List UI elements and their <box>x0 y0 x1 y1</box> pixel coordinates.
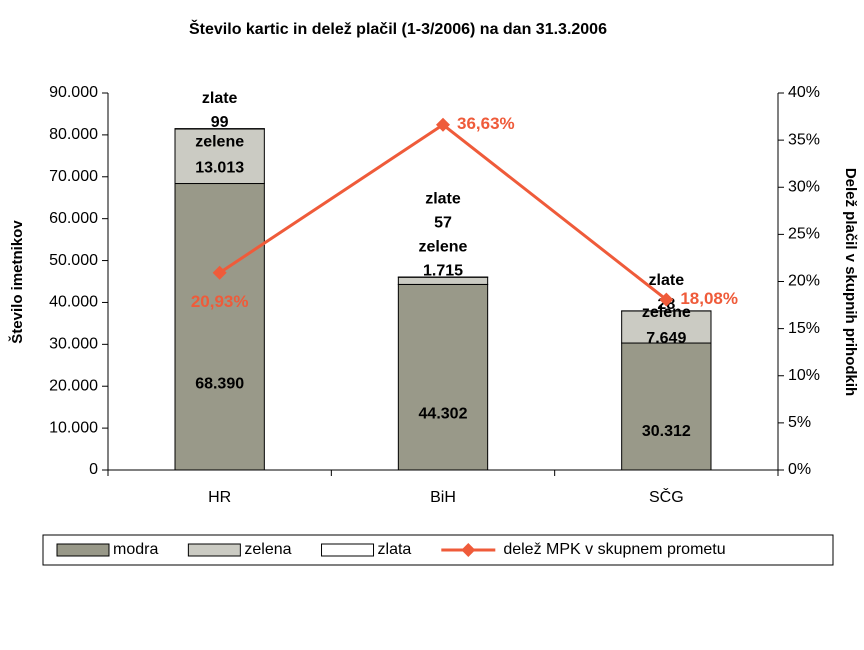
legend-swatch <box>56 543 110 557</box>
y-tick-label: 40.000 <box>49 294 98 311</box>
bar-segment <box>621 310 712 344</box>
y2-tick-label: 40% <box>788 84 820 101</box>
data-label: 7.649 <box>646 330 686 347</box>
y-axis-title: Število imetnikov <box>8 220 26 344</box>
data-label-name: zlate <box>649 272 685 289</box>
legend-swatch <box>321 543 375 557</box>
data-label-name: zlate <box>202 90 238 107</box>
line-data-label: 18,08% <box>680 289 738 308</box>
legend-label: zlata <box>378 541 412 558</box>
line-marker <box>659 292 674 307</box>
y2-axis-title: Delež plačil v skupnih prihodkih <box>842 168 859 396</box>
bar-segment <box>174 128 265 185</box>
y-tick-label: 90.000 <box>49 84 98 101</box>
x-tick-label: HR <box>208 489 231 506</box>
line-marker <box>212 265 227 280</box>
legend-label: delež MPK v skupnem prometu <box>503 541 725 558</box>
data-label: 13.013 <box>195 159 244 176</box>
data-label-name: zelene <box>642 304 691 321</box>
y-tick-label: 50.000 <box>49 252 98 269</box>
x-tick-label: BiH <box>430 489 456 506</box>
y2-tick-label: 20% <box>788 273 820 290</box>
data-label-name: zelene <box>419 238 468 255</box>
y2-tick-label: 15% <box>788 320 820 337</box>
y-tick-label: 0 <box>89 461 98 478</box>
data-label: 44.302 <box>419 406 468 423</box>
y2-tick-label: 0% <box>788 461 811 478</box>
chart-title: Število kartic in delež plačil (1-3/2006… <box>189 19 607 38</box>
legend-marker <box>461 543 476 557</box>
data-label: 68.390 <box>195 375 244 392</box>
data-label: 30.312 <box>642 423 691 440</box>
data-label: 99 <box>211 114 229 131</box>
legend-label: zelena <box>244 541 291 558</box>
data-label-name: zelene <box>195 133 244 150</box>
y2-tick-label: 35% <box>788 131 820 148</box>
y-tick-label: 10.000 <box>49 419 98 436</box>
data-label: 57 <box>434 214 452 231</box>
y-tick-label: 60.000 <box>49 210 98 227</box>
y-tick-label: 70.000 <box>49 168 98 185</box>
y-tick-label: 30.000 <box>49 336 98 353</box>
legend-swatch <box>187 543 241 557</box>
y2-tick-label: 10% <box>788 367 820 384</box>
line-data-label: 20,93% <box>191 292 249 311</box>
legend-box <box>42 534 834 566</box>
y-tick-label: 20.000 <box>49 377 98 394</box>
y-tick-label: 80.000 <box>49 126 98 143</box>
line-marker <box>436 117 450 132</box>
data-label: 1.715 <box>423 262 463 279</box>
bar-segment <box>174 183 265 471</box>
line-data-label: 36,63% <box>457 114 515 133</box>
y2-tick-label: 30% <box>788 178 820 195</box>
bar-segment <box>621 342 712 471</box>
bar-segment <box>397 283 489 471</box>
y2-tick-label: 25% <box>788 226 820 243</box>
data-label-name: zlate <box>425 190 461 207</box>
y2-tick-label: 5% <box>788 414 811 431</box>
legend-label: modra <box>113 541 158 558</box>
x-tick-label: SČG <box>649 487 684 506</box>
